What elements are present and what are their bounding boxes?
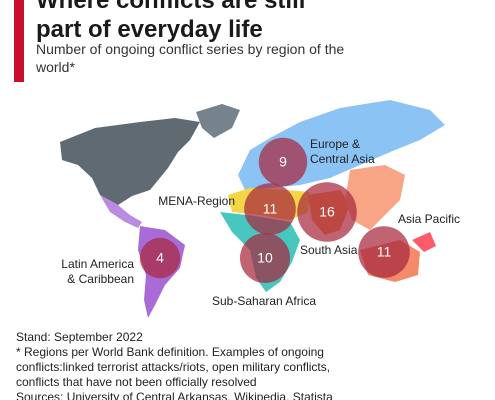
footnote: Sources: University of Central Arkansas,… xyxy=(16,390,333,400)
accent-bar xyxy=(14,0,24,82)
bubble-value: 10 xyxy=(257,250,273,266)
region-label: Asia Pacific xyxy=(398,212,461,226)
pacific-islands xyxy=(412,232,436,252)
greenland xyxy=(196,104,240,138)
region-label: South Asia xyxy=(300,243,358,257)
bubble-value: 4 xyxy=(156,250,164,266)
central-america xyxy=(100,195,142,228)
bubble-value: 11 xyxy=(377,244,392,260)
north-america xyxy=(60,118,200,205)
subtitle: Number of ongoing conflict series by reg… xyxy=(36,41,345,75)
footnote: * Regions per World Bank definition. Exa… xyxy=(16,345,331,389)
bubble-value: 9 xyxy=(279,154,287,170)
region-label: Europe & Central Asia xyxy=(310,137,375,166)
footnote: Stand: September 2022 xyxy=(16,330,143,344)
bubble-value: 11 xyxy=(263,201,278,217)
bubble xyxy=(258,137,308,187)
region-label: MENA-Region xyxy=(158,194,235,208)
east-asia xyxy=(345,165,405,230)
title: Where conflicts are still part of everyd… xyxy=(36,0,306,43)
region-label: Latin America & Caribbean xyxy=(61,257,134,286)
footnotes: Stand: September 2022 * Regions per World… xyxy=(16,330,366,400)
bubble-value: 16 xyxy=(319,204,335,220)
bubble xyxy=(139,237,181,279)
bubble xyxy=(358,226,410,278)
bubble xyxy=(240,233,290,283)
bubble xyxy=(297,182,357,242)
region-label: Sub-Saharan Africa xyxy=(212,294,317,308)
bubble xyxy=(244,183,296,235)
